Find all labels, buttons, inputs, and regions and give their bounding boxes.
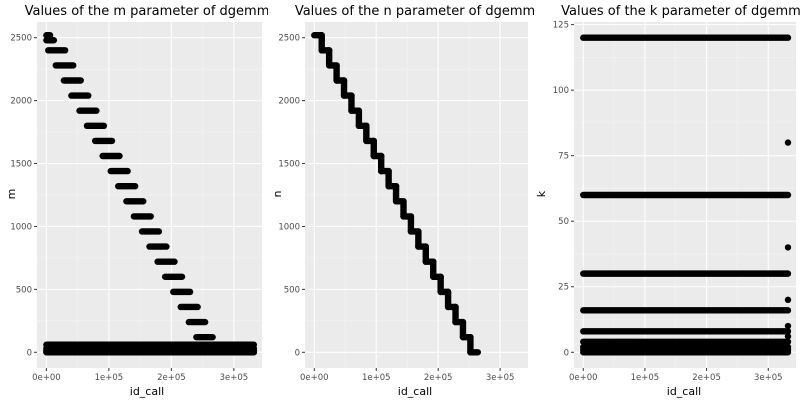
- y-tick-label: 125: [553, 21, 569, 31]
- data-band: [580, 338, 792, 345]
- x-tick-label: 3e+05: [220, 373, 249, 383]
- y-tick-label: 0: [564, 348, 569, 358]
- y-tick-label: 75: [558, 152, 569, 162]
- x-tick-label: 2e+05: [424, 373, 453, 383]
- data-band: [60, 77, 84, 84]
- x-tick-label: 3e+05: [486, 373, 515, 383]
- y-tick-label: 1500: [10, 160, 32, 170]
- data-band: [115, 182, 139, 190]
- x-tick-label: 1e+05: [362, 373, 391, 383]
- data-band: [107, 167, 131, 175]
- n-parameter-chart: Values of the n parameter of dgemm id_ca…: [271, 4, 534, 398]
- k-parameter-chart: Values of the k parameter of dgemm id_ca…: [535, 4, 800, 398]
- data-series: [580, 34, 792, 356]
- y-axis-title: n: [271, 190, 284, 197]
- data-band: [580, 270, 792, 277]
- data-band: [68, 92, 92, 99]
- x-tick-label: 0e+00: [32, 373, 61, 383]
- x-axis-title: id_call: [398, 385, 432, 398]
- data-series: [311, 32, 482, 356]
- data-band: [43, 32, 54, 39]
- y-axis-title: m: [5, 189, 18, 200]
- x-tick-label: 0e+00: [569, 373, 598, 383]
- chart-title: Values of the n parameter of dgemm: [295, 4, 534, 19]
- data-point: [784, 244, 792, 251]
- y-tick-label: 100: [553, 86, 569, 96]
- data-band: [146, 243, 170, 250]
- data-band: [467, 349, 482, 356]
- data-band: [123, 198, 147, 205]
- y-tick-label: 500: [284, 285, 300, 295]
- data-band: [185, 318, 209, 326]
- data-band: [154, 258, 178, 265]
- data-series: [43, 32, 258, 356]
- plot-area: [574, 22, 796, 368]
- chart-title: Values of the k parameter of dgemm: [561, 4, 800, 19]
- data-band: [83, 122, 108, 129]
- y-tick-label: 0: [27, 348, 32, 358]
- data-band: [161, 273, 186, 280]
- data-band: [580, 191, 792, 199]
- y-axis-title: k: [535, 190, 548, 197]
- x-tick-label: 0e+00: [300, 373, 329, 383]
- data-band: [91, 137, 116, 145]
- y-tick-label: 2500: [278, 34, 300, 44]
- data-band: [76, 107, 100, 114]
- data-point: [784, 322, 792, 330]
- y-tick-label: 2500: [10, 34, 32, 44]
- data-band: [580, 307, 792, 314]
- m-parameter-chart: Values of the m parameter of dgemm id_ca…: [5, 4, 268, 398]
- data-band: [580, 349, 792, 356]
- x-tick-label: 3e+05: [754, 373, 783, 383]
- data-point: [784, 333, 792, 340]
- y-tick-label: 2000: [10, 97, 32, 107]
- x-tick-label: 1e+05: [631, 373, 660, 383]
- y-tick-label: 1500: [278, 160, 300, 170]
- data-band: [43, 37, 58, 44]
- y-tick-label: 1000: [10, 222, 32, 232]
- data-band: [580, 34, 792, 41]
- data-band: [193, 333, 216, 341]
- data-band: [45, 47, 69, 54]
- x-tick-label: 2e+05: [157, 373, 186, 383]
- data-band: [170, 288, 194, 296]
- chart-title: Values of the m parameter of dgemm: [25, 4, 268, 19]
- data-point: [784, 296, 792, 304]
- data-band: [138, 228, 163, 235]
- data-band: [177, 303, 201, 311]
- y-tick-label: 2000: [278, 97, 300, 107]
- y-tick-label: 25: [558, 283, 569, 293]
- y-tick-label: 0: [295, 348, 300, 358]
- data-band: [580, 328, 792, 335]
- data-band: [43, 349, 258, 356]
- y-tick-label: 500: [16, 285, 32, 295]
- data-point: [784, 139, 792, 146]
- data-band: [130, 213, 154, 220]
- x-tick-label: 2e+05: [692, 373, 721, 383]
- data-band: [52, 62, 77, 69]
- x-tick-label: 1e+05: [95, 373, 124, 383]
- x-axis-title: id_call: [130, 385, 164, 398]
- plot-area: [37, 22, 262, 368]
- y-tick-label: 1000: [278, 222, 300, 232]
- y-tick-label: 50: [558, 217, 569, 227]
- x-axis-title: id_call: [667, 385, 701, 398]
- plot-area: [305, 22, 528, 368]
- data-band: [99, 152, 123, 160]
